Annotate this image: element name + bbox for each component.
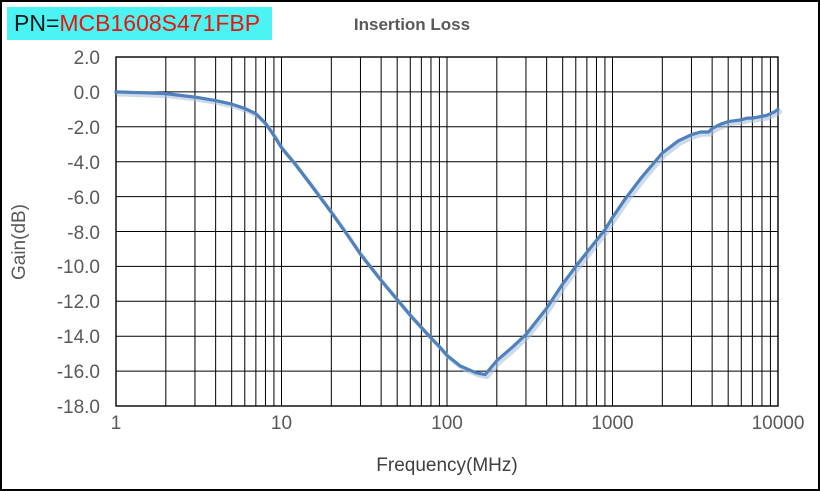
y-tick-label: -4.0 <box>67 152 100 174</box>
x-tick-label: 1 <box>110 413 122 434</box>
insertion-loss-curve <box>114 90 780 377</box>
y-axis-title: Gain(dB) <box>9 203 30 281</box>
y-tick-label: -6.0 <box>67 187 100 209</box>
part-number-prefix: PN= <box>14 10 60 36</box>
y-tick-label: -8.0 <box>67 222 100 244</box>
part-number-value: MCB1608S471FBP <box>59 10 261 36</box>
y-tick-label: 2.0 <box>73 48 100 69</box>
y-tick-label: -10.0 <box>56 257 100 279</box>
plot-border <box>115 56 779 407</box>
y-tick-label: -18.0 <box>56 397 100 418</box>
y-tick-label: -16.0 <box>56 362 100 384</box>
x-tick-label: 100 <box>431 413 463 434</box>
x-axis-title: Frequency(MHz) <box>376 455 518 476</box>
x-tick-label: 1000 <box>591 413 634 434</box>
y-tick-label: -14.0 <box>56 327 100 349</box>
y-tick-label: 0.0 <box>73 82 100 104</box>
y-tick-label: -2.0 <box>67 117 100 139</box>
x-tick-label: 10000 <box>751 413 805 434</box>
x-tick-label: 10 <box>270 413 293 434</box>
insertion-loss-curve <box>116 92 783 380</box>
chart-title: Insertion Loss <box>353 15 471 34</box>
part-number-badge: PN= MCB1608S471FBP <box>7 7 273 40</box>
y-tick-label: -12.0 <box>56 292 100 314</box>
